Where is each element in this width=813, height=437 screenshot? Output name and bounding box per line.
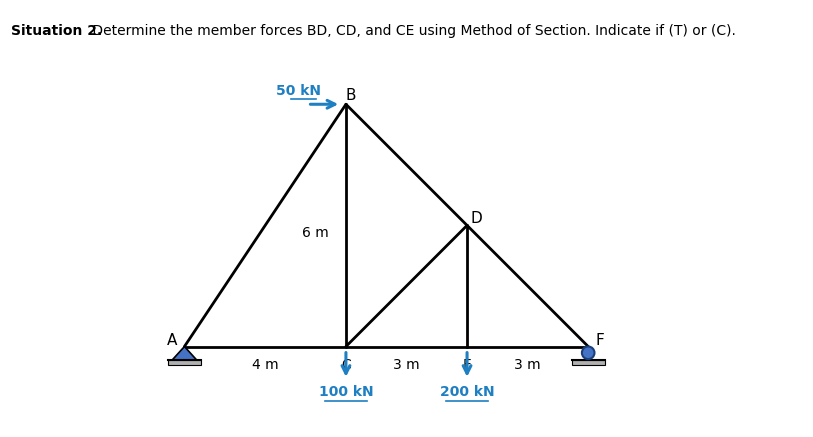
- Circle shape: [582, 347, 594, 359]
- Text: 4 m: 4 m: [252, 357, 279, 372]
- Text: B: B: [346, 88, 356, 103]
- Text: E: E: [463, 357, 472, 372]
- Polygon shape: [572, 360, 605, 365]
- Text: Determine the member forces BD, CD, and CE using Method of Section. Indicate if : Determine the member forces BD, CD, and …: [88, 24, 736, 38]
- Polygon shape: [172, 347, 197, 360]
- Text: 3 m: 3 m: [515, 357, 541, 372]
- Text: 3 m: 3 m: [393, 357, 420, 372]
- Text: A: A: [167, 333, 177, 348]
- Text: Situation 2.: Situation 2.: [11, 24, 102, 38]
- Text: D: D: [470, 211, 482, 225]
- Text: 100 kN: 100 kN: [319, 385, 373, 399]
- Text: 50 kN: 50 kN: [276, 84, 321, 98]
- Text: F: F: [595, 333, 604, 348]
- Text: 6 m: 6 m: [302, 226, 329, 240]
- Text: 200 kN: 200 kN: [440, 385, 494, 399]
- Polygon shape: [168, 360, 201, 365]
- Text: C: C: [341, 357, 351, 372]
